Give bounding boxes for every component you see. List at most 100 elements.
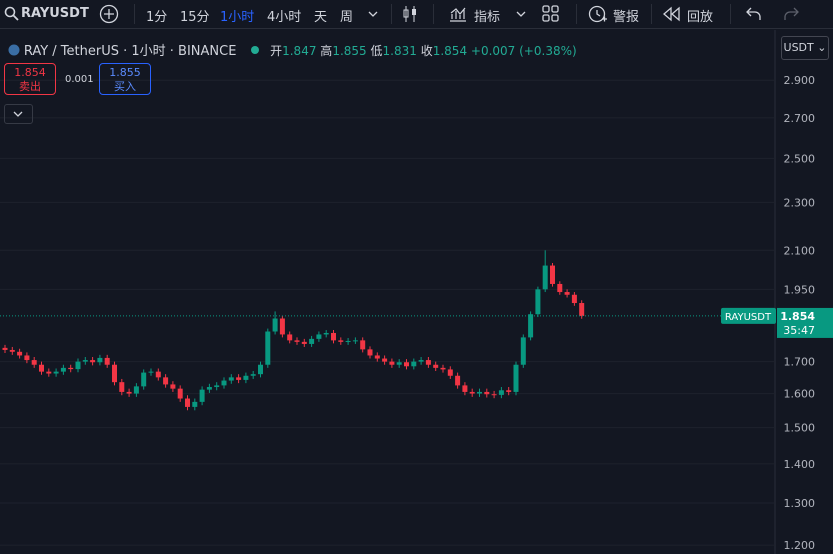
symbol-logo — [8, 44, 20, 56]
candle-body — [214, 385, 220, 388]
dropdown[interactable] — [367, 8, 379, 20]
candle-body — [192, 401, 198, 407]
candle-body — [31, 360, 37, 365]
candle-body — [199, 389, 205, 402]
candle-body — [112, 364, 117, 383]
y-tick-label: 2.700 — [784, 112, 816, 125]
candle-body — [60, 367, 66, 372]
status-dot — [251, 46, 260, 54]
candle-body — [309, 338, 315, 344]
interval[interactable]: 4小时 — [267, 10, 302, 25]
price-tag-bg — [777, 307, 833, 338]
separator — [651, 4, 652, 24]
y-tick-label: 1.300 — [784, 497, 816, 510]
candle-body — [272, 318, 278, 332]
candle-body — [68, 367, 74, 370]
buy-price: 1.855 — [109, 66, 141, 79]
y-tick-label: 1.200 — [784, 539, 816, 552]
replay[interactable]: 回放 — [687, 10, 714, 25]
price-tag: 1.854 — [780, 310, 815, 323]
y-tick-label: 1.600 — [784, 388, 816, 401]
candle-body — [39, 364, 44, 372]
candle-body — [382, 358, 388, 362]
candle-body — [338, 340, 344, 342]
candle-body — [404, 362, 409, 367]
candle-body — [2, 347, 8, 350]
interval[interactable]: 1分 — [146, 10, 168, 25]
candle-body — [141, 372, 147, 387]
chart-type-icon[interactable] — [402, 4, 418, 24]
candle-body — [477, 391, 482, 394]
undo[interactable] — [745, 6, 763, 22]
interval[interactable]: 15分 — [180, 10, 210, 25]
candle-body — [258, 364, 263, 375]
candle-body — [126, 391, 132, 394]
separator — [391, 4, 392, 24]
candle-body — [82, 360, 88, 362]
candle-body — [389, 361, 395, 365]
candle-body — [243, 375, 249, 380]
collapse-button[interactable] — [4, 104, 33, 124]
candle-body — [301, 341, 307, 344]
countdown: 35:47 — [783, 324, 815, 337]
toolbar: RAYUSDT 1分 15分 1小时 4小时 天 周 指标 警报 回放 — [0, 0, 833, 29]
candle-body — [367, 349, 373, 356]
candle-body — [557, 283, 563, 293]
replay-icon[interactable] — [662, 5, 682, 23]
layout-icon[interactable] — [542, 5, 560, 23]
sell-button[interactable]: 1.854 卖出 — [4, 63, 56, 95]
candle-body — [411, 361, 417, 367]
symbol-tag-bg — [721, 307, 776, 324]
candle-body — [469, 391, 475, 394]
separator — [433, 4, 434, 24]
candle-body — [374, 355, 380, 359]
candle-body — [119, 382, 125, 392]
candle-body — [455, 375, 461, 386]
candle-body — [323, 332, 329, 335]
candle-body — [425, 360, 431, 365]
search-icon[interactable] — [4, 6, 20, 22]
close-label: 收 — [420, 44, 433, 58]
currency-selector[interactable]: USDT ⌄ — [781, 36, 829, 60]
interval[interactable]: 周 — [340, 10, 354, 25]
candle-body — [104, 357, 110, 365]
candle-body — [185, 398, 190, 407]
indicators[interactable]: 指标 — [474, 10, 501, 25]
interval[interactable]: 天 — [314, 10, 328, 25]
alert-icon[interactable] — [588, 4, 608, 24]
candle-body — [396, 362, 402, 365]
indicators-icon[interactable] — [448, 5, 468, 23]
y-tick-label: 1.500 — [784, 422, 816, 435]
candle-body — [571, 294, 577, 304]
candle-body — [506, 390, 512, 392]
dropdown[interactable] — [515, 8, 527, 20]
candle-body — [345, 340, 351, 342]
candle-body — [462, 385, 468, 392]
candle-body — [520, 337, 526, 365]
currency: USDT — [783, 41, 814, 54]
candle-body — [46, 371, 52, 374]
candle-body — [498, 390, 504, 395]
candle-body — [236, 377, 242, 380]
candle-body — [513, 364, 519, 392]
buy-button[interactable]: 1.855 买入 — [99, 63, 151, 95]
spread: 0.001 — [65, 74, 94, 85]
redo[interactable] — [782, 6, 800, 22]
alert[interactable]: 警报 — [613, 10, 640, 25]
interval[interactable]: 1小时 — [220, 10, 255, 25]
y-tick-label: 1.950 — [784, 283, 816, 296]
candle-body — [90, 360, 96, 363]
symbol[interactable]: RAYUSDT — [21, 6, 89, 21]
candle-body — [484, 391, 490, 395]
add-symbol[interactable] — [99, 4, 119, 24]
separator — [134, 4, 135, 24]
buy-label: 买入 — [114, 80, 136, 93]
separator — [730, 4, 731, 24]
candle-body — [228, 377, 234, 381]
candle-body — [528, 314, 534, 338]
sell-label: 卖出 — [19, 80, 41, 93]
candle-body — [24, 355, 30, 361]
y-tick-label: 2.900 — [784, 74, 816, 87]
candle-body — [170, 384, 176, 389]
